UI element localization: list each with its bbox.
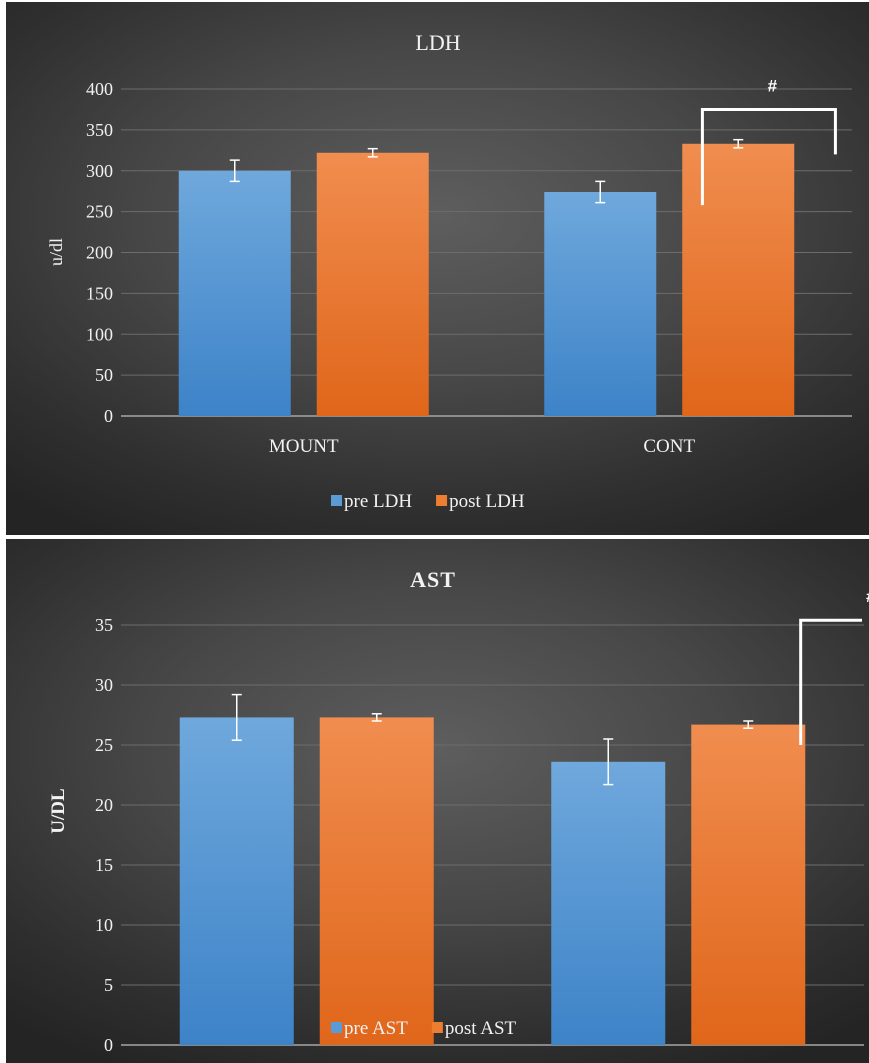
legend-swatch-pre [331, 1022, 342, 1033]
ldh-chart-svg: LDH u/dl 0 50 100 150 200 250 300 350 400 MOUNT CO… [46, 30, 852, 512]
y-tick-label: 200 [86, 243, 113, 263]
legend: pre LDH post LDH [331, 491, 525, 512]
y-axis-label: U/DL [48, 788, 69, 833]
y-tick-label: 5 [104, 975, 113, 995]
legend-swatch-post [436, 495, 448, 506]
y-tick-label: 350 [86, 120, 113, 140]
significance-bracket [799, 618, 862, 745]
bar-pre-ldh-cont [544, 192, 657, 416]
significance-label: # [768, 76, 778, 95]
ast-chart-panel: AST U/DL 05101520253035MOUNTCONT# pre AS… [6, 539, 869, 1063]
bar-pre-ast-mount [179, 717, 294, 1045]
y-tick-label: 150 [86, 283, 113, 303]
y-tick-label: 400 [86, 79, 113, 99]
x-category-label: MOUNT [269, 436, 339, 457]
y-tick-label: 15 [95, 855, 113, 875]
legend: pre AST post AST [331, 1018, 517, 1039]
y-tick-label: 250 [86, 202, 113, 222]
y-tick-label: 25 [95, 735, 113, 755]
chart-title: LDH [415, 30, 460, 55]
y-tick-label: 35 [95, 615, 113, 635]
legend-label-post: post AST [445, 1018, 517, 1039]
significance-label: # [866, 587, 869, 606]
y-tick-label: 30 [95, 675, 113, 695]
ast-plot-area: 05101520253035MOUNTCONT# [95, 587, 869, 1055]
bar-pre-ast-cont [551, 761, 666, 1045]
ast-chart-svg: AST U/DL 05101520253035MOUNTCONT# pre AS… [48, 567, 869, 1055]
legend-swatch-post [431, 1022, 443, 1033]
significance-bracket [700, 107, 837, 206]
y-tick-label: 20 [95, 795, 113, 815]
legend-swatch-pre [331, 495, 342, 506]
legend-label-pre: pre AST [344, 1018, 408, 1039]
y-tick-label: 50 [95, 365, 113, 385]
bar-pre-ldh-mount [178, 170, 291, 416]
y-tick-label: 0 [104, 406, 113, 426]
legend-label-post: post LDH [449, 491, 525, 512]
ldh-chart-panel: LDH u/dl 0 50 100 150 200 250 300 350 400 MOUNT CO… [6, 2, 869, 535]
bar-post-ldh-mount [316, 152, 429, 416]
y-tick-label: 100 [86, 324, 113, 344]
bar-post-ast-mount [319, 717, 434, 1045]
ldh-plot-area: 0 50 100 150 200 250 300 350 400 MOUNT CONT # [86, 76, 852, 457]
y-axis-label: u/dl [46, 238, 66, 266]
bar-post-ast-cont [691, 724, 806, 1045]
legend-label-pre: pre LDH [344, 491, 412, 512]
chart-title: AST [410, 567, 456, 592]
y-tick-label: 300 [86, 161, 113, 181]
y-tick-label: 0 [104, 1035, 113, 1055]
bar-post-ldh-cont [682, 143, 795, 416]
y-tick-label: 10 [95, 915, 113, 935]
x-category-label: CONT [643, 436, 695, 457]
